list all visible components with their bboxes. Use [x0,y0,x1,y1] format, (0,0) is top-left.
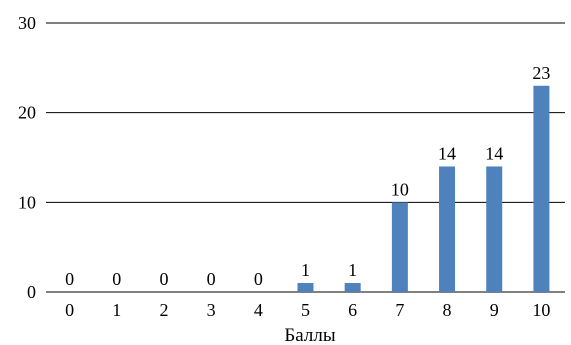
x-tick-label: 0 [65,300,74,320]
data-label: 14 [485,143,503,163]
data-label: 0 [112,269,121,289]
y-tick-label: 0 [27,282,36,302]
bar [533,85,550,293]
y-tick-label: 20 [18,103,36,123]
bar [486,166,503,292]
x-tick-label: 1 [112,300,121,320]
data-label: 14 [438,143,456,163]
x-tick-label: 4 [254,300,263,320]
x-axis-title: Баллы [284,325,335,345]
x-axis-tick-labels: 0 1 2 3 4 5 6 7 8 9 10 [65,300,550,320]
x-tick-label: 8 [443,300,452,320]
y-tick-label: 30 [18,13,36,33]
x-tick-label: 6 [348,300,357,320]
x-tick-label: 7 [395,300,404,320]
data-label: 0 [207,269,216,289]
data-label: 10 [391,179,409,199]
x-tick-label: 10 [532,300,550,320]
data-label: 1 [348,260,357,280]
data-label: 0 [254,269,263,289]
bars [297,85,550,293]
data-label: 1 [301,260,310,280]
data-label: 23 [532,63,550,83]
x-tick-label: 9 [490,300,499,320]
x-tick-label: 3 [207,300,216,320]
data-label: 0 [159,269,168,289]
bar [297,283,314,292]
data-labels: 0 0 0 0 0 1 1 10 14 14 23 [65,63,550,289]
bar [344,283,361,292]
y-tick-label: 10 [18,192,36,212]
x-tick-label: 2 [159,300,168,320]
bar [391,202,408,292]
data-label: 0 [65,269,74,289]
y-axis-tick-labels: 0 10 20 30 [18,13,36,302]
x-tick-label: 5 [301,300,310,320]
bar [439,166,456,292]
